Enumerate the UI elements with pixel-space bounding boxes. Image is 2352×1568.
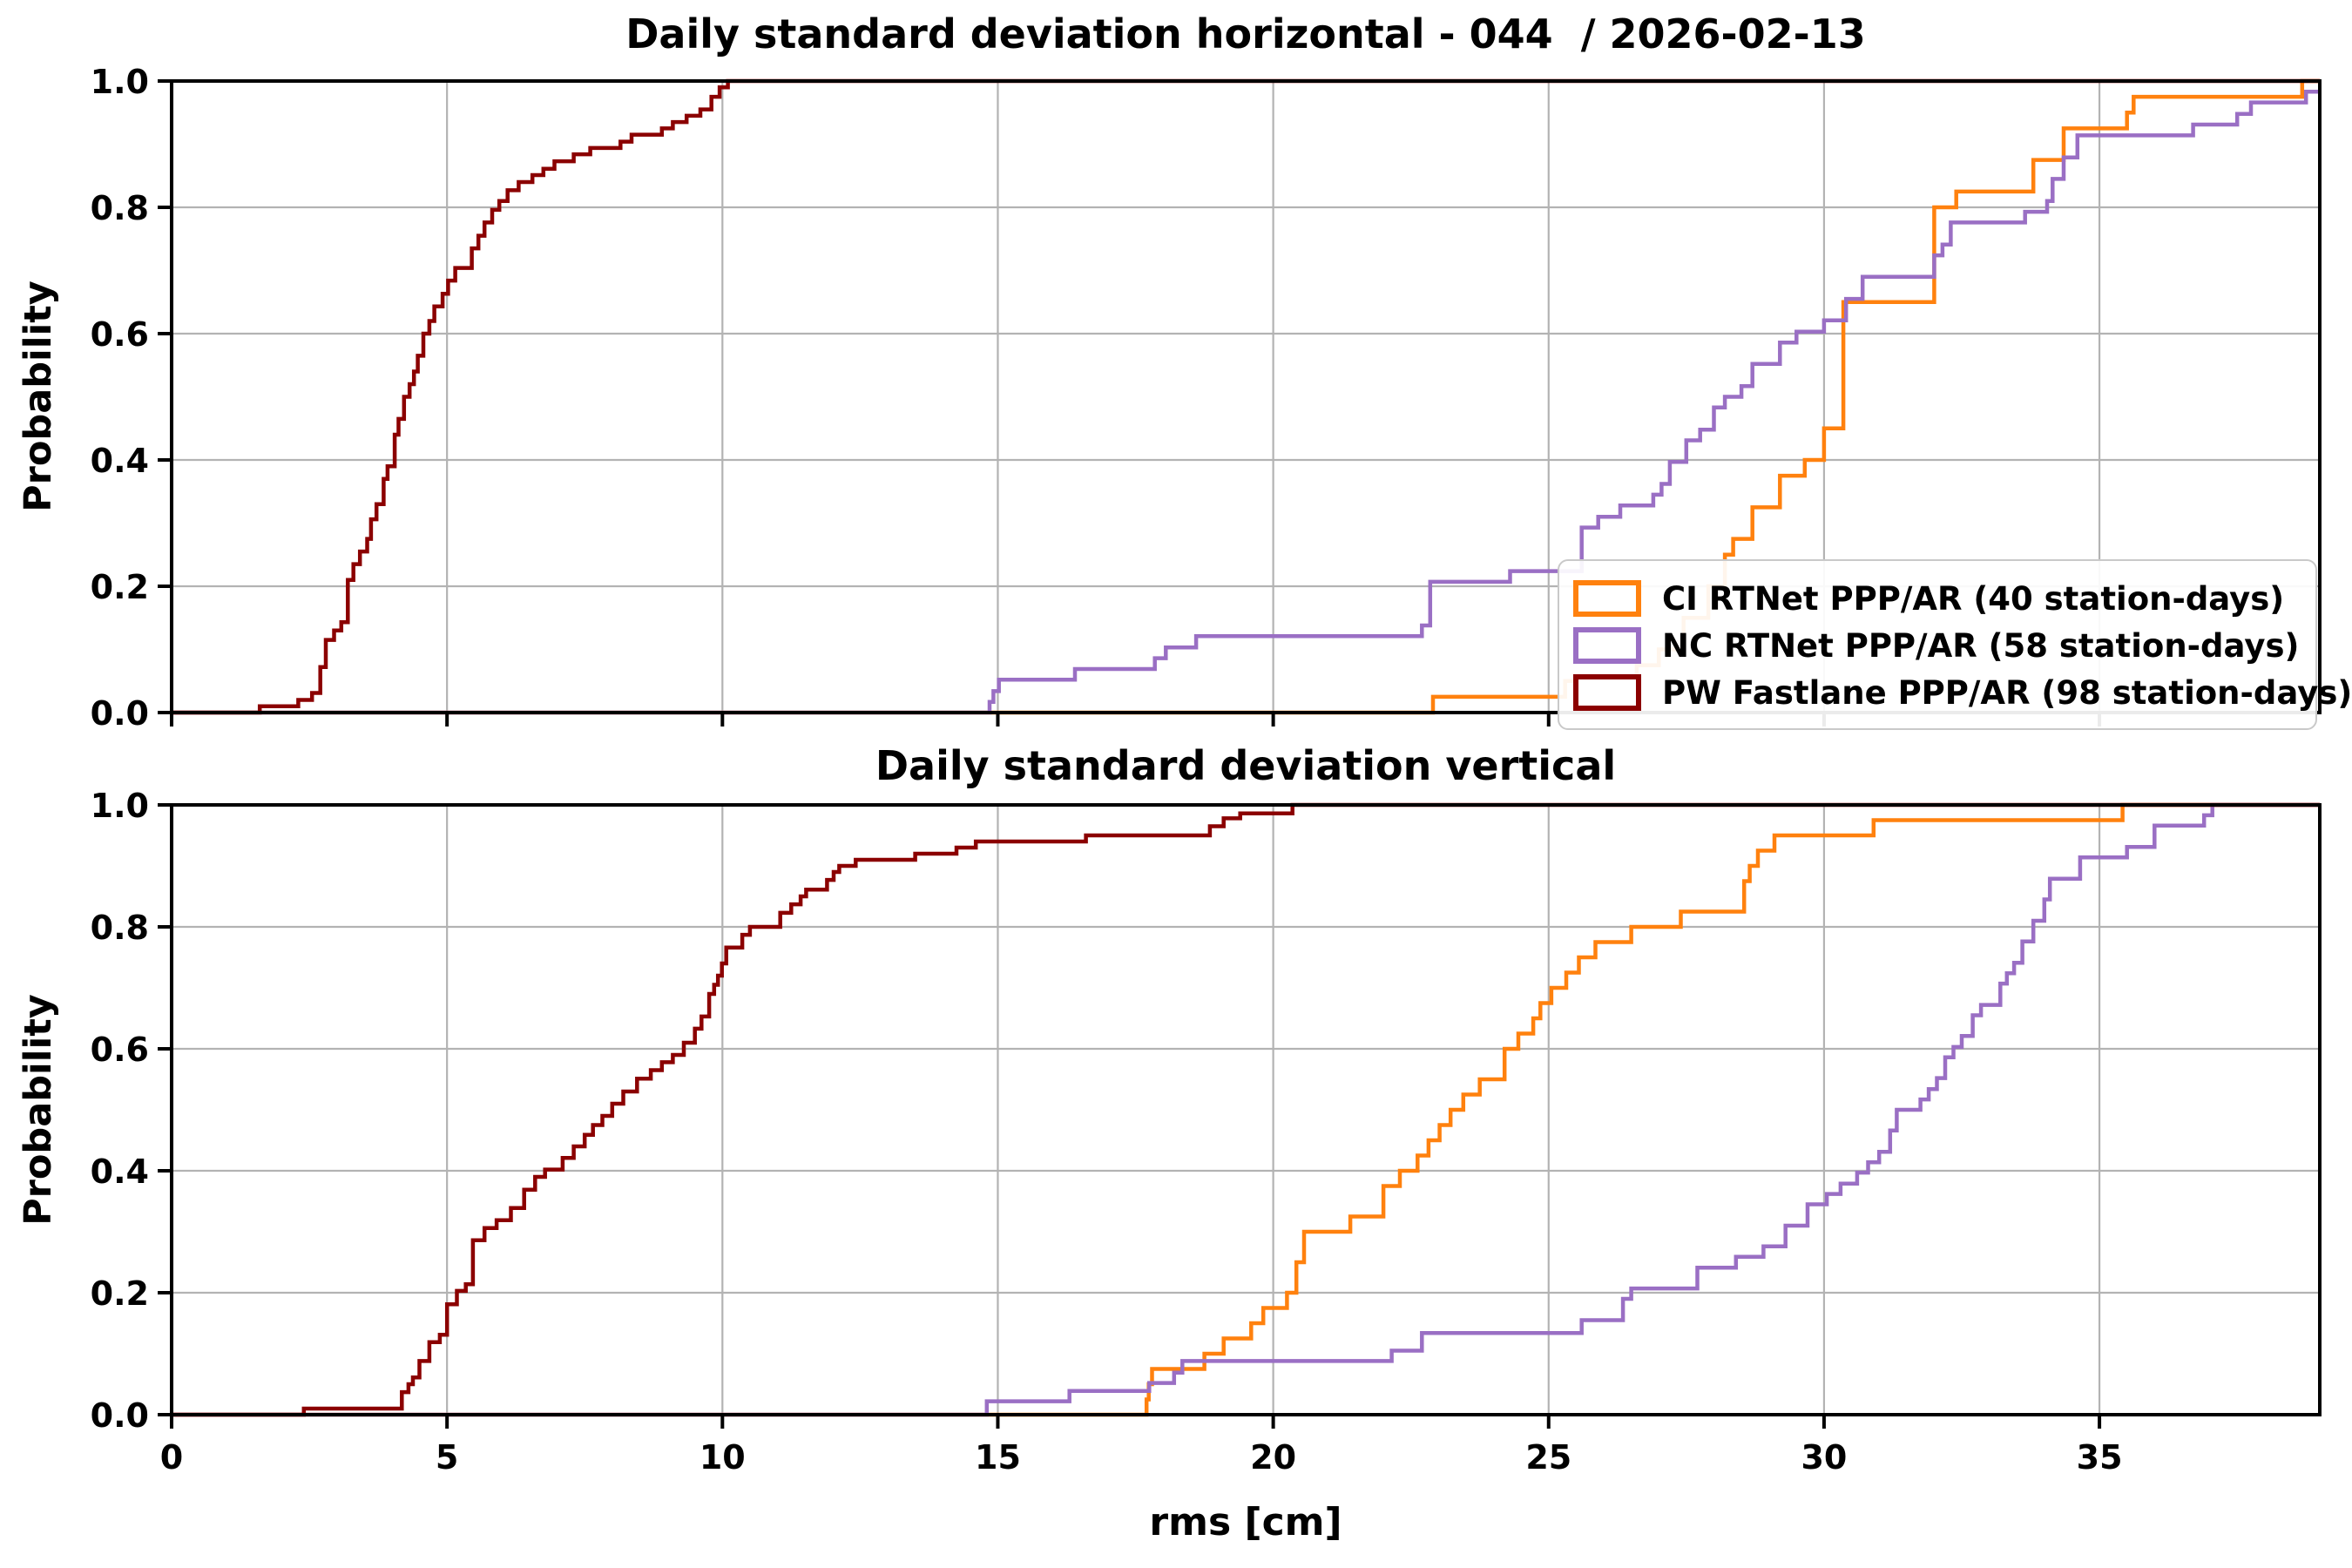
chart-vertical: 0 5 10 15 20 25 30 35 0.0 0.2 0.4 0.6 0.8 1.0: [91, 787, 2322, 1477]
legend-item-pw: PW Fastlane PPP/AR (98 station-days): [1573, 669, 2352, 716]
legend-label-pw: PW Fastlane PPP/AR (98 station-days): [1662, 673, 2352, 712]
y-tick-label: 0.0: [91, 694, 149, 733]
series-pw-fastlane: [172, 78, 2320, 715]
legend-label-ci: CI RTNet PPP/AR (40 station-days): [1662, 579, 2285, 618]
x-tick-label: 15: [975, 1438, 1021, 1477]
x-tick-label: 10: [700, 1438, 746, 1477]
x-tick-label: 5: [436, 1438, 458, 1477]
series-pw-fastlane: [172, 802, 2320, 1417]
legend-swatch-ci-icon: [1573, 580, 1641, 617]
y-tick-label: 0.0: [91, 1396, 149, 1435]
y-tick-label: 0.4: [91, 1152, 149, 1191]
y-tick-label: 0.2: [91, 1274, 149, 1313]
axes-spines: [170, 803, 2322, 1416]
x-tick-label: 20: [1250, 1438, 1296, 1477]
y-tick-label: 0.2: [91, 568, 149, 606]
legend: CI RTNet PPP/AR (40 station-days) NC RTN…: [1558, 559, 2352, 730]
chart-title-horizontal: Daily standard deviation horizontal - 04…: [625, 10, 1866, 57]
legend-swatch-nc-icon: [1573, 627, 1641, 664]
x-axis-label: rms [cm]: [1149, 1500, 1342, 1544]
series-nc-rtnet: [172, 90, 2320, 715]
series-ci-rtnet: [172, 802, 2320, 1417]
y-tick-label: 1.0: [91, 787, 149, 825]
y-tick-label: 0.4: [91, 442, 149, 480]
x-tick-label: 30: [1801, 1438, 1847, 1477]
y-tick-label: 0.8: [91, 189, 149, 227]
y-tick-label: 0.8: [91, 909, 149, 947]
chart-horizontal: 0.0 0.2 0.4 0.6 0.8 1.0: [91, 63, 2322, 733]
axes-spines: [170, 79, 2322, 714]
legend-swatch-pw-icon: [1573, 674, 1641, 711]
x-tick-label: 25: [1525, 1438, 1571, 1477]
y-tick-label: 0.6: [91, 315, 149, 354]
legend-item-nc: NC RTNet PPP/AR (58 station-days): [1573, 622, 2300, 669]
legend-item-ci: CI RTNet PPP/AR (40 station-days): [1573, 575, 2296, 622]
y-axis-label-horizontal: Probability: [17, 280, 60, 512]
x-tick-label: 35: [2077, 1438, 2123, 1477]
y-tick-label: 1.0: [91, 63, 149, 101]
y-tick-label: 0.6: [91, 1031, 149, 1069]
y-axis-label-vertical: Probability: [17, 994, 60, 1226]
x-tick-label: 0: [160, 1438, 183, 1477]
series-nc-rtnet: [172, 802, 2320, 1417]
chart-title-vertical: Daily standard deviation vertical: [875, 742, 1617, 789]
legend-label-nc: NC RTNet PPP/AR (58 station-days): [1662, 626, 2300, 665]
